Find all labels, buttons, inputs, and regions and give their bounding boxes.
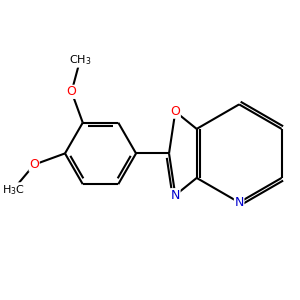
Text: N: N (171, 189, 180, 202)
Text: O: O (170, 105, 180, 118)
Text: O: O (29, 158, 39, 171)
Text: CH$_3$: CH$_3$ (69, 53, 91, 67)
Text: N: N (234, 196, 244, 209)
Text: O: O (67, 85, 76, 98)
Text: H$_3$C: H$_3$C (2, 183, 25, 196)
